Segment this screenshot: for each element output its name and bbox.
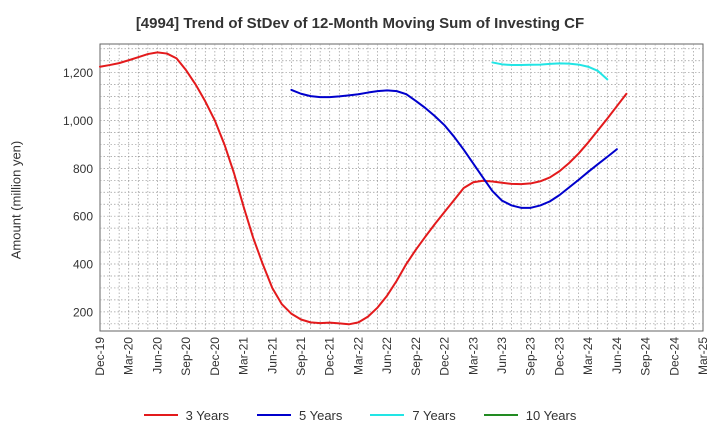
legend-swatch bbox=[257, 414, 291, 416]
x-tick-label: Sep-21 bbox=[294, 337, 308, 376]
legend-label: 10 Years bbox=[525, 407, 577, 423]
x-tick-label: Sep-20 bbox=[179, 337, 193, 376]
legend-item: 10 Years bbox=[483, 407, 577, 423]
x-tick-label: Sep-24 bbox=[639, 337, 653, 376]
x-tick-label: Dec-20 bbox=[208, 337, 222, 376]
legend-item: 3 Years bbox=[143, 407, 229, 423]
x-tick-label: Mar-20 bbox=[122, 337, 136, 375]
legend-label: 5 Years bbox=[299, 407, 343, 423]
series-line-3-years bbox=[99, 51, 628, 326]
x-tick-label: Mar-25 bbox=[696, 337, 710, 375]
y-tick-label: 1,000 bbox=[63, 114, 93, 128]
chart-title: [4994] Trend of StDev of 12-Month Moving… bbox=[135, 15, 585, 32]
x-tick-label: Mar-23 bbox=[466, 337, 480, 375]
x-tick-label: Dec-19 bbox=[93, 337, 107, 376]
x-tick-label: Dec-21 bbox=[323, 337, 337, 376]
y-tick-label: 200 bbox=[73, 305, 93, 319]
x-tick-label: Mar-21 bbox=[237, 337, 251, 375]
series-line-7-years bbox=[491, 61, 609, 81]
x-tick-label: Jun-22 bbox=[380, 337, 394, 374]
legend-label: 7 Years bbox=[412, 407, 456, 423]
x-tick-label: Jun-21 bbox=[265, 337, 279, 374]
series-line-5-years bbox=[290, 88, 618, 209]
legend-swatch bbox=[370, 414, 405, 416]
y-tick-label: 800 bbox=[73, 162, 93, 176]
x-tick-label: Dec-22 bbox=[438, 337, 452, 376]
legend-item: 7 Years bbox=[370, 407, 456, 423]
x-tick-label: Sep-22 bbox=[409, 337, 423, 376]
legend-item: 5 Years bbox=[257, 408, 342, 423]
x-tick-label: Jun-20 bbox=[150, 337, 164, 374]
chart-legend: 3 Years 5 Years 7 Years 10 Years bbox=[0, 405, 720, 425]
x-tick-label: Mar-24 bbox=[581, 337, 595, 375]
y-tick-label: 1,200 bbox=[63, 66, 93, 80]
x-tick-label: Sep-23 bbox=[524, 337, 538, 376]
x-tick-label: Dec-23 bbox=[552, 337, 566, 376]
legend-label: 3 Years bbox=[185, 407, 229, 423]
legend-swatch bbox=[483, 414, 518, 416]
x-tick-label: Jun-23 bbox=[495, 337, 509, 374]
x-tick-label: Dec-24 bbox=[667, 337, 681, 376]
y-tick-label: 400 bbox=[73, 258, 93, 272]
y-tick-label: 600 bbox=[73, 210, 93, 224]
x-tick-label: Mar-22 bbox=[351, 337, 365, 375]
legend-swatch bbox=[143, 414, 178, 416]
x-tick-label: Jun-24 bbox=[610, 337, 624, 374]
